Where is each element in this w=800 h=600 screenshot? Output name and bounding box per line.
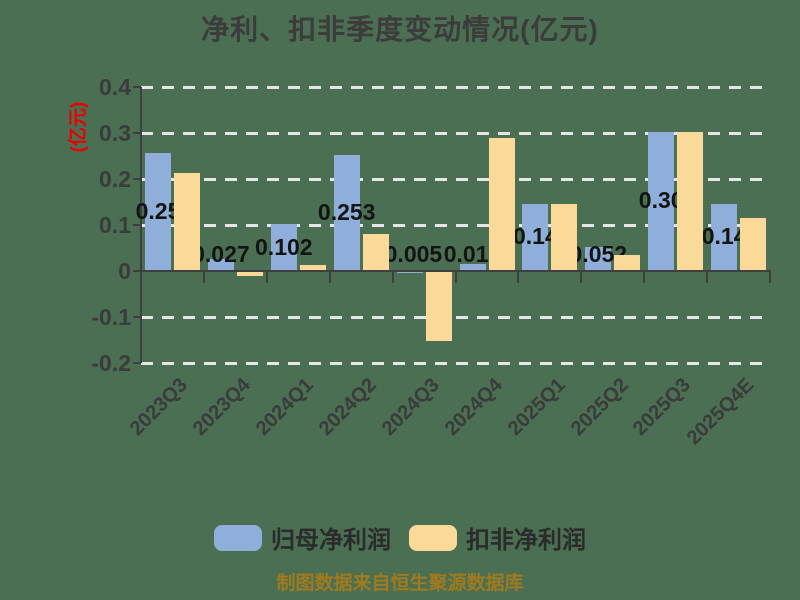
x-axis-label-2023Q4: 2023Q4 [189, 374, 255, 440]
bar-deducted-profit-2025Q3 [677, 132, 704, 271]
x-axis-label-2025Q1: 2025Q1 [503, 374, 570, 440]
grid-line [141, 223, 770, 227]
x-axis-label-2024Q1: 2024Q1 [251, 374, 318, 440]
x-tick-mark [769, 271, 771, 283]
bar-deducted-profit-2024Q2 [362, 234, 389, 271]
bar-net-profit-2023Q3 [145, 153, 171, 271]
x-tick-mark [706, 271, 709, 283]
y-tick-label: -0.1 [91, 304, 131, 330]
grid-line [141, 177, 770, 181]
y-tick-label: -0.2 [91, 350, 131, 376]
x-axis-label-2025Q2: 2025Q2 [566, 374, 633, 440]
bar-net-profit-2025Q2 [585, 247, 612, 271]
bar-deducted-profit-2025Q1 [551, 204, 578, 271]
x-axis-label-2024Q4: 2024Q4 [440, 374, 507, 440]
y-tick-label: 0.3 [99, 120, 131, 146]
bar-net-profit-2025Q1 [522, 203, 549, 271]
footer-credit: 制图数据来自恒生聚源数据库 [276, 573, 524, 594]
y-tick-mark [133, 270, 141, 272]
x-axis-label-2024Q2: 2024Q2 [314, 374, 381, 440]
legend-swatch-blue [214, 524, 262, 551]
y-tick-mark [133, 224, 141, 226]
legend-label-net-profit: 归母净利润 [271, 527, 391, 554]
bar-deducted-profit-2023Q4 [236, 271, 263, 276]
bar-deducted-profit-2024Q3 [425, 271, 452, 341]
y-tick-mark [133, 178, 141, 180]
x-tick-mark [140, 271, 142, 283]
x-tick-mark [202, 271, 205, 283]
bar-deducted-profit-2025Q2 [614, 254, 641, 271]
x-tick-mark [391, 271, 394, 283]
grid-line [141, 315, 770, 319]
bar-net-profit-2024Q2 [333, 154, 360, 271]
value-label-2023Q4: 0.027 [192, 241, 250, 267]
y-tick-mark [133, 132, 141, 134]
x-tick-mark [643, 271, 646, 283]
legend-swatch-tan [409, 524, 457, 551]
y-tick-mark [133, 362, 141, 364]
y-tick-label: 0.4 [99, 74, 131, 100]
x-axis-label-2025Q4E: 2025Q4E [682, 374, 759, 450]
x-axis-label-2024Q3: 2024Q3 [377, 374, 444, 440]
value-label-2024Q1: 0.102 [255, 233, 313, 260]
bar-net-profit-2025Q3 [648, 131, 675, 271]
legend: 归母净利润 扣非净利润 [0, 520, 800, 555]
x-tick-mark [580, 271, 583, 283]
grid-line [141, 361, 770, 365]
bar-net-profit-2024Q1 [270, 224, 297, 271]
bar-net-profit-2024Q3 [396, 271, 423, 274]
y-axis-line [140, 87, 142, 363]
x-tick-mark [265, 271, 268, 283]
legend-item-net-profit[interactable]: 归母净利润 [214, 520, 391, 555]
chart-title: 净利、扣非季度变动情况(亿元) [201, 14, 599, 45]
y-tick-label: 0.2 [99, 166, 131, 192]
bar-deducted-profit-2025Q4E [740, 218, 767, 271]
y-tick-label: 0 [118, 258, 131, 284]
bar-net-profit-2025Q4E [711, 203, 738, 271]
grid-line [141, 131, 770, 135]
y-tick-mark [133, 316, 141, 318]
bar-deducted-profit-2024Q1 [299, 265, 326, 271]
x-tick-mark [328, 271, 331, 283]
x-tick-mark [454, 271, 457, 283]
bar-net-profit-2024Q4 [459, 263, 486, 271]
bar-deducted-profit-2024Q4 [488, 137, 515, 271]
x-axis-label-2023Q3: 2023Q3 [126, 374, 193, 440]
value-label-2025Q3: 0.30 [638, 187, 684, 214]
value-label-2025Q4E: 0.14 [701, 223, 747, 250]
bar-deducted-profit-2023Q3 [174, 173, 200, 271]
value-label-2025Q1: 0.14 [513, 223, 558, 250]
y-tick-mark [133, 86, 141, 88]
grid-line [141, 85, 770, 89]
legend-item-deducted-profit[interactable]: 扣非净利润 [409, 520, 586, 555]
legend-label-deducted-profit: 扣非净利润 [466, 527, 586, 554]
value-label-2023Q3: 0.25 [135, 198, 181, 225]
bar-net-profit-2023Q4 [207, 258, 234, 271]
x-tick-mark [517, 271, 520, 283]
value-label-2024Q2: 0.253 [317, 198, 376, 225]
y-tick-label: 0.1 [99, 212, 131, 238]
